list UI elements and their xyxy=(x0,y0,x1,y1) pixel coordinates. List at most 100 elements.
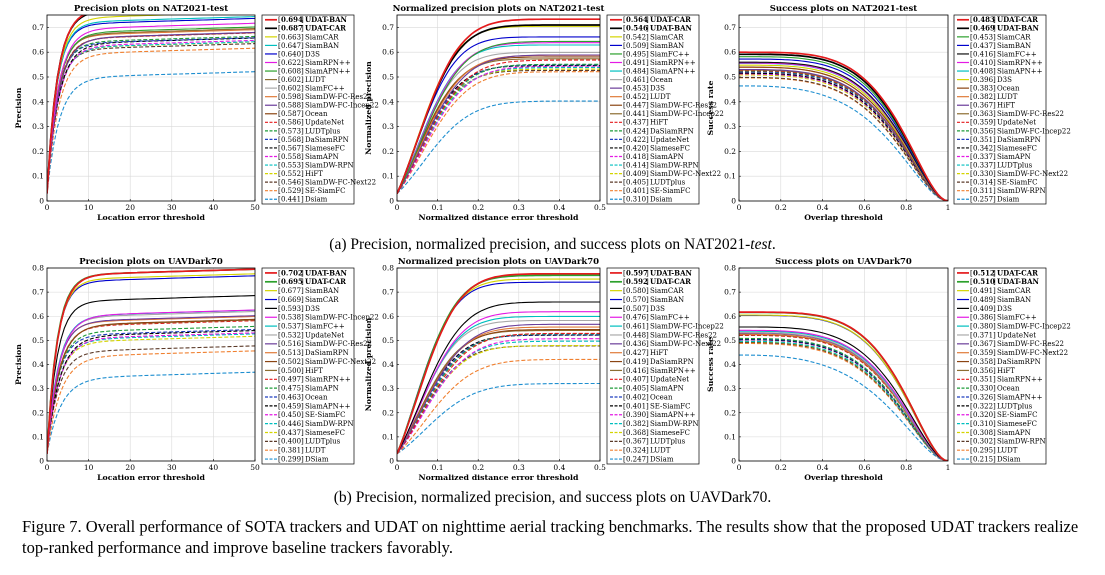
legend-score: 0.400 xyxy=(281,438,301,446)
legend-bracket: ] xyxy=(993,287,996,295)
legend-series-name: SiamDW-RPN xyxy=(305,420,354,428)
series-lines xyxy=(397,272,600,455)
legend-score: 0.500 xyxy=(281,367,301,375)
series-line xyxy=(397,54,600,194)
legend-bracket: ] xyxy=(646,93,649,101)
legend-bracket: ] xyxy=(993,438,996,446)
legend-bracket: ] xyxy=(646,331,649,339)
series-line xyxy=(739,314,948,461)
legend-bracket: ] xyxy=(301,367,304,375)
legend-score: 0.419 xyxy=(626,358,646,366)
legend-series-name: SiamBAN xyxy=(305,42,339,50)
series-line xyxy=(397,65,600,194)
legend-bracket: ] xyxy=(301,393,304,401)
legend-bracket: [ xyxy=(970,331,973,339)
legend-bracket: [ xyxy=(278,196,281,204)
series-line xyxy=(397,40,600,194)
legend-box xyxy=(953,267,1047,465)
legend-bracket: ] xyxy=(646,187,649,195)
series-line xyxy=(739,339,948,461)
series-line xyxy=(47,350,255,454)
x-tick-label: 50 xyxy=(250,463,260,472)
legend-box xyxy=(261,14,355,205)
legend-bracket: [ xyxy=(970,429,973,437)
y-tick-label: 0.2 xyxy=(32,147,44,156)
y-tick-label: 0.3 xyxy=(382,122,394,131)
x-tick-label: 0 xyxy=(737,463,742,472)
legend-bracket: [ xyxy=(623,411,626,419)
legend-bracket: [ xyxy=(623,42,626,50)
y-tick-label: 0.4 xyxy=(724,360,736,369)
series-line xyxy=(397,323,600,455)
x-tick-label: 0.4 xyxy=(817,463,829,472)
legend-bracket: ] xyxy=(993,33,996,41)
y-tick-label: 0.6 xyxy=(724,48,736,57)
legend-bracket: ] xyxy=(301,340,304,348)
series-lines xyxy=(47,15,255,194)
legend: [0.564] UDAT-CAR[0.546] UDAT-BAN[0.542] Sia… xyxy=(606,14,724,205)
series-line xyxy=(739,311,948,461)
series-line xyxy=(739,314,948,461)
legend-bracket: [ xyxy=(970,85,973,93)
legend-bracket: ] xyxy=(993,411,996,419)
y-axis-label: Normalized precision xyxy=(364,317,373,411)
legend-bracket: [ xyxy=(970,340,973,348)
legend-bracket: [ xyxy=(970,127,973,135)
chart-panel: Normalized precision plots on UAVDark70 0… xyxy=(364,257,724,482)
legend-series-name: HiFT xyxy=(305,367,323,375)
x-tick-label: 0 xyxy=(395,203,400,212)
legend-score: 0.396 xyxy=(973,76,994,84)
legend-bracket: ] xyxy=(301,59,304,67)
series-line xyxy=(739,66,948,201)
legend-bracket: ] xyxy=(646,393,649,401)
legend-series-name: UDAT-CAR xyxy=(305,277,346,286)
legend-bracket: ] xyxy=(993,127,996,135)
series-line xyxy=(47,37,255,192)
legend-bracket: ] xyxy=(993,358,996,366)
y-tick-label: 0.3 xyxy=(32,384,44,393)
legend-bracket: [ xyxy=(970,170,973,178)
legend-bracket: [ xyxy=(278,25,281,33)
legend-series-name: LUDT xyxy=(997,447,1018,455)
legend-bracket: [ xyxy=(278,67,281,75)
legend-bracket: [ xyxy=(970,16,973,24)
legend-series-name: SiamDW-FC-Res22 xyxy=(650,102,717,110)
legend-bracket: ] xyxy=(301,67,304,75)
legend-bracket: ] xyxy=(646,278,649,286)
legend-score: 0.414 xyxy=(626,161,647,169)
legend-score: 0.408 xyxy=(973,67,993,75)
legend-score: 0.386 xyxy=(973,314,994,322)
series-line xyxy=(47,39,255,194)
legend-series-name: SE-SiamFC xyxy=(650,402,690,410)
legend-bracket: [ xyxy=(278,170,281,178)
plot-frame xyxy=(396,267,601,462)
chart-title: Success plots on NAT2021-test xyxy=(770,4,917,14)
legend-bracket: [ xyxy=(623,447,626,455)
x-tick-label: 10 xyxy=(84,203,94,212)
legend-series-name: SiamAPN xyxy=(650,153,684,161)
legend-series-name: SiamBAN xyxy=(650,42,684,50)
legend-score: 0.608 xyxy=(281,67,301,75)
legend-bracket: ] xyxy=(301,170,304,178)
y-tick-label: 0.7 xyxy=(382,288,394,297)
legend-score: 0.381 xyxy=(281,447,301,455)
series-line xyxy=(47,41,255,193)
legend-bracket: [ xyxy=(623,278,626,286)
x-tick-label: 0.5 xyxy=(594,203,606,212)
legend-bracket: ] xyxy=(646,438,649,446)
legend-series-name: D3S xyxy=(650,305,665,313)
series-line xyxy=(47,28,255,192)
y-tick-label: 0.1 xyxy=(382,432,394,441)
legend-score: 0.446 xyxy=(281,420,302,428)
legend-score: 0.441 xyxy=(626,110,646,118)
series-line xyxy=(397,329,600,455)
legend-series-name: SiamCAR xyxy=(650,287,684,295)
series-line xyxy=(47,47,255,194)
series-line xyxy=(397,334,600,455)
subcaption-a-suffix: . xyxy=(771,236,776,253)
y-tick-label: 0 xyxy=(389,457,394,466)
legend-score: 0.215 xyxy=(973,455,993,463)
series-line xyxy=(739,66,948,201)
legend-bracket: ] xyxy=(646,67,649,75)
legend-series-name: SiameseFC xyxy=(650,429,690,437)
